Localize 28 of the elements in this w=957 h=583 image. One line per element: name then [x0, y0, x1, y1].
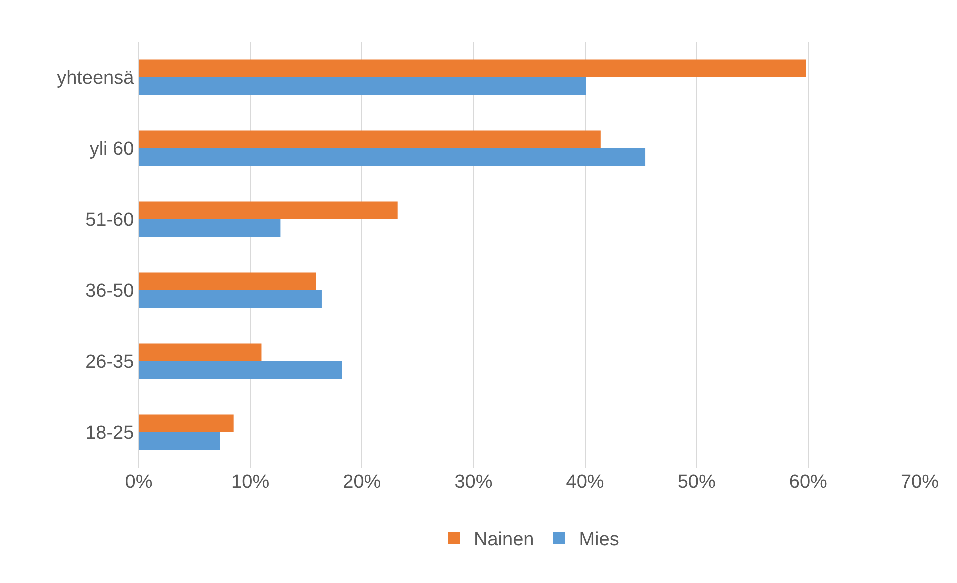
- bar: [139, 202, 398, 220]
- x-tick-label: 30%: [454, 472, 493, 493]
- x-tick-label: 20%: [343, 472, 382, 493]
- x-tick-label: 10%: [232, 472, 270, 493]
- bar: [139, 220, 281, 238]
- bar: [139, 78, 586, 96]
- bar: [139, 130, 601, 148]
- bar: [139, 290, 322, 308]
- bar: [139, 344, 262, 362]
- bar: [139, 60, 806, 78]
- legend-label: Mies: [579, 529, 620, 550]
- x-tick-label: 60%: [789, 472, 828, 493]
- y-tick-label: 51-60: [86, 210, 134, 232]
- legend-label: Nainen: [474, 529, 534, 550]
- bar: [139, 148, 646, 166]
- x-tick-label: 40%: [566, 472, 604, 493]
- bar: [139, 362, 342, 380]
- x-tick-label: 0%: [125, 472, 153, 493]
- y-tick-label: 18-25: [86, 423, 134, 444]
- y-tick-label: yli 60: [90, 139, 134, 160]
- y-tick-label: 26-35: [86, 352, 134, 374]
- y-tick-label: 36-50: [86, 281, 134, 302]
- bar: [139, 414, 234, 432]
- bar: [139, 272, 316, 290]
- bar: [139, 432, 220, 450]
- y-tick-label: yhteensä: [57, 68, 135, 90]
- x-tick-label: 70%: [900, 472, 940, 493]
- x-tick-label: 50%: [678, 472, 716, 493]
